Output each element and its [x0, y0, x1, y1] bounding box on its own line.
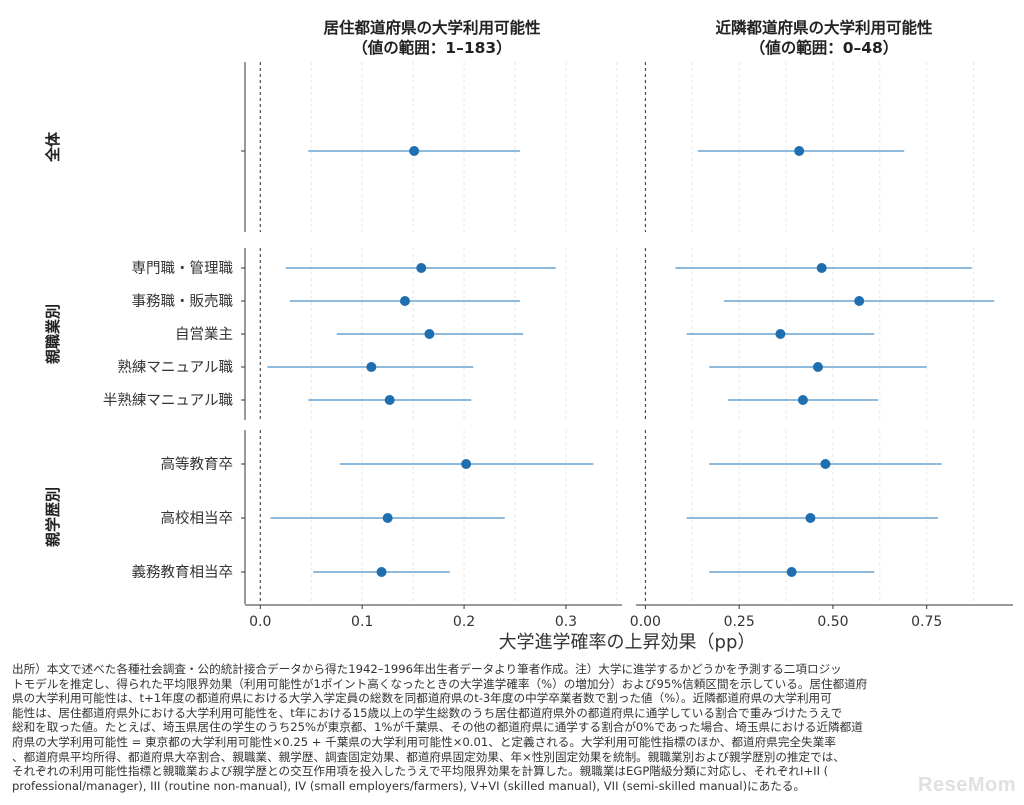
x-tick-label: 0.75	[911, 614, 942, 630]
estimate-point	[812, 362, 823, 372]
x-tick-label: 0.00	[630, 614, 661, 630]
panel-title-neighbor-line2: （値の範囲：0–48）	[750, 38, 899, 57]
estimate-point	[409, 146, 420, 156]
estimate-point	[786, 567, 797, 577]
estimate-point	[805, 513, 816, 523]
x-tick-label: 0.3	[555, 614, 577, 630]
estimate-point	[461, 459, 472, 469]
note-line: 、都道府県平均所得、都道府県大卒割合、親職業、親学歴、調査固定効果、都道府県固定…	[12, 749, 845, 764]
note-line: それぞれの利用可能性指標と親職業および親学歴との交互作用項を投入したうえで平均限…	[12, 764, 829, 779]
estimate-point	[820, 459, 831, 469]
estimate-point	[376, 567, 387, 577]
estimate-point	[816, 263, 827, 273]
x-tick-label: 0.50	[817, 614, 848, 630]
facet-label: 全体	[44, 131, 62, 163]
x-tick-label: 0.1	[351, 614, 373, 630]
estimate-point	[775, 329, 786, 339]
estimate-point	[366, 362, 377, 372]
note-line: トモデルを推定し、得られた平均限界効果（利用可能性が1ポイント高くなったときの大…	[12, 676, 868, 691]
panel-titles: 居住都道府県の大学利用可能性 （値の範囲：1–183） 近隣都道府県の大学利用可…	[323, 18, 933, 57]
row-label: 専門職・管理職	[132, 260, 234, 277]
x-axis-label: 大学進学確率の上昇効果（pp）	[499, 632, 756, 653]
row-label: 自営業主	[175, 326, 233, 343]
row-label: 義務教育相当卒	[132, 564, 234, 581]
estimate-point	[382, 513, 393, 523]
note-line: 府県の大学利用可能性 = 東京都の大学利用可能性×0.25 + 千葉県の大学利用…	[12, 734, 836, 749]
watermark-logo: ReseMom	[918, 774, 1016, 796]
note-line: 出所）本文で述べた各種社会調査・公的統計接合データから得た1942–1996年出…	[12, 662, 842, 676]
estimate-point	[794, 146, 805, 156]
chart: 居住都道府県の大学利用可能性 （値の範囲：1–183） 近隣都道府県の大学利用可…	[44, 18, 1013, 653]
x-tick-label: 0.2	[453, 614, 475, 630]
estimate-point	[416, 263, 427, 273]
note-line: 県の大学利用可能性は、t+1年度の都道府県における大学入学定員の総数を同都道府県…	[12, 691, 832, 706]
row-label: 高校相当卒	[161, 510, 234, 527]
note-line: 総和を取った値。たとえば、埼玉県居住の学生のうち25%が東京都、1%が千葉県、そ…	[12, 720, 863, 735]
row-label: 事務職・販売職	[132, 293, 234, 310]
panel-title-residence-line2: （値の範囲：1–183）	[352, 38, 511, 57]
estimate-point	[854, 296, 865, 306]
facet-label: 親学歴別	[44, 487, 62, 547]
estimate-point	[797, 395, 808, 405]
panel-title-residence-line1: 居住都道府県の大学利用可能性	[323, 18, 541, 37]
facet-label: 親職業別	[44, 304, 62, 364]
x-tick-label: 0.25	[724, 614, 755, 630]
row-label: 高等教育卒	[161, 455, 234, 473]
estimate-point	[424, 329, 435, 339]
source-note: 出所）本文で述べた各種社会調査・公的統計接合データから得た1942–1996年出…	[12, 662, 962, 793]
estimate-point	[399, 296, 410, 306]
x-tick-label: 0.0	[249, 614, 271, 630]
estimate-point	[384, 395, 395, 405]
row-label: 熟練マニュアル職	[117, 359, 233, 376]
note-line: professional/manager), III (routine non-…	[12, 778, 806, 793]
note-line: 能性は、居住都道府県外における大学利用可能性を、t年における15歳以上の学生総数…	[12, 705, 843, 720]
panel-title-neighbor-line1: 近隣都道府県の大学利用可能性	[715, 18, 933, 37]
row-label: 半熟練マニュアル職	[103, 392, 234, 409]
